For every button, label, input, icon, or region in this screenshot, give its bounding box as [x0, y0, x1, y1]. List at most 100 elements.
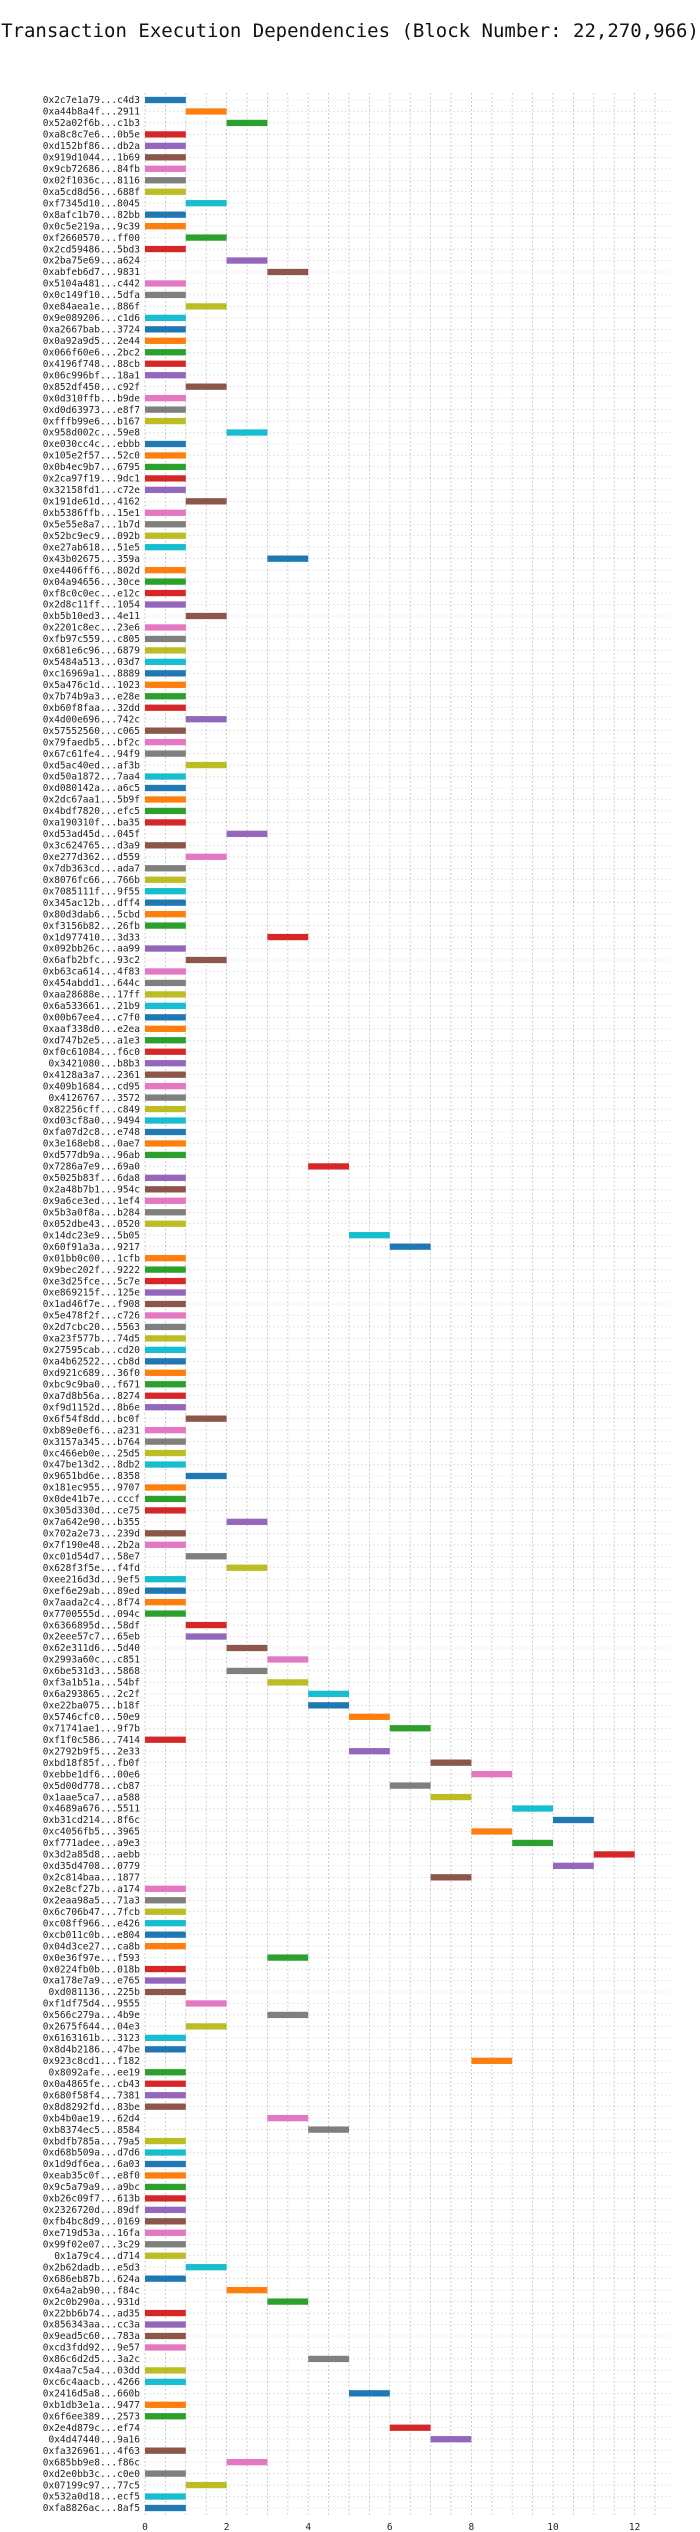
y-tick-label: 0xa178e7a9...e765: [43, 1976, 140, 1987]
y-tick-label: 0x702a2e73...239d: [43, 1529, 140, 1540]
bar: [145, 1094, 186, 1101]
bar: [145, 360, 186, 367]
y-tick-label: 0xeab35c0f...e8f0: [43, 2171, 141, 2182]
y-tick-label: 0x01bb0c00...1cfb: [43, 1253, 141, 1264]
bar: [349, 2390, 390, 2397]
y-tick-label: 0x22bb6b74...ad35: [43, 2308, 140, 2319]
y-tick-label: 0x092bb26c...aa99: [43, 944, 141, 955]
y-tick-label: 0x454abdd1...644c: [43, 978, 140, 989]
y-tick-label: 0x64a2ab90...f84c: [43, 2285, 140, 2296]
bar: [145, 2344, 186, 2351]
y-tick-label: 0x71741ae1...9f7b: [43, 1723, 141, 1734]
x-tick-label: 12: [629, 2522, 640, 2532]
y-tick-label: 0x2ba75e69...a624: [43, 256, 141, 267]
chart-title: Transaction Execution Dependencies (Bloc…: [1, 20, 699, 42]
bar: [145, 578, 186, 585]
y-tick-label: 0xd5ac40ed...af3b: [43, 760, 141, 771]
y-tick-label: 0xbd18f85f...fb0f: [43, 1758, 140, 1769]
y-tick-label: 0x2dc67aa1...5b9f: [43, 795, 140, 806]
y-tick-label: 0xd152bf86...db2a: [43, 141, 140, 152]
bar: [553, 1862, 594, 1870]
y-tick-label: 0x0de41b7e...cccf: [43, 1494, 140, 1505]
bar: [145, 991, 186, 998]
y-tick-label: 0x2c814baa...1877: [43, 1873, 140, 1884]
y-tick-label: 0x67c61fe4...94f9: [43, 749, 141, 760]
bar: [226, 429, 268, 436]
y-tick-label: 0x0a92a9d5...2e44: [43, 336, 141, 347]
y-tick-label: 0x685bb9e8...f86c: [43, 2457, 140, 2468]
y-tick-label: 0x4196f748...88cb: [43, 359, 141, 370]
y-tick-label: 0x0c5e219a...9c39: [43, 221, 141, 232]
y-tick-label: 0xa2667bab...3724: [43, 325, 141, 336]
y-tick-label: 0xb63ca614...4f83: [43, 967, 140, 978]
y-tick-label: 0x3421080...b8b3: [48, 1058, 140, 1069]
y-tick-label: 0x2eaa98a5...71a3: [43, 1895, 140, 1906]
bar: [389, 1782, 431, 1789]
y-tick-label: 0x7aada2c4...8f74: [43, 1597, 141, 1608]
y-tick-label: 0x2993a60c...c851: [43, 1655, 141, 1666]
y-tick-label: 0xf3156b82...26fb: [43, 921, 141, 932]
y-tick-label: 0x566c279a...4b9e: [43, 2010, 141, 2021]
y-tick-label: 0x9e089206...c1d6: [43, 313, 141, 324]
y-tick-label: 0xa190310f...ba35: [43, 818, 140, 829]
bar: [145, 337, 186, 344]
y-tick-label: 0xc16969a1...8889: [43, 669, 141, 680]
y-tick-label: 0x52bc9ec9...092b: [43, 531, 141, 542]
bar: [185, 853, 227, 860]
bar: [145, 819, 186, 826]
bar: [226, 1564, 268, 1571]
y-tick-label: 0xd080142a...a6c5: [43, 783, 140, 794]
y-tick-label: 0xe030cc4c...ebbb: [43, 439, 141, 450]
bar: [145, 1151, 186, 1159]
y-tick-label: 0x7700555d...094c: [43, 1609, 140, 1620]
bar: [145, 440, 186, 448]
bar: [145, 1495, 186, 1503]
bar: [145, 1346, 186, 1354]
y-tick-label: 0xfa8826ac...8af5: [43, 2503, 140, 2514]
bar: [145, 1484, 186, 1491]
bar: [145, 222, 186, 230]
bar: [145, 2137, 186, 2145]
y-tick-label: 0xf7345d10...8045: [43, 198, 140, 209]
bar: [145, 2504, 186, 2512]
y-tick-label: 0x0c149f10...5dfa: [43, 290, 140, 301]
bar: [145, 624, 186, 631]
bar: [145, 1507, 186, 1514]
y-tick-label: 0xebbe1df6...00e6: [43, 1769, 141, 1780]
bar: [430, 1759, 472, 1766]
y-tick-label: 0x6f6ee389...2573: [43, 2411, 140, 2422]
bar: [430, 1874, 472, 1881]
y-tick-label: 0xe27ab618...51e5: [43, 542, 140, 553]
y-tick-label: 0x105e2f57...52c0: [43, 451, 141, 462]
y-tick-label: 0x4128a3a7...2361: [43, 1070, 141, 1081]
y-tick-label: 0x2792b9f5...2e33: [43, 1746, 140, 1757]
y-tick-label: 0x5e478f2f...c726: [43, 1311, 141, 1322]
bar: [145, 1025, 186, 1032]
y-tick-label: 0x1d977410...3d33: [43, 932, 140, 943]
y-tick-label: 0xa44b8a4f...2911: [43, 107, 141, 118]
y-tick-label: 0x181ec955...9707: [43, 1483, 140, 1494]
y-tick-label: 0x9c5a79a9...a9bc: [43, 2182, 140, 2193]
y-tick-label: 0xe3d25fce...5c7e: [43, 1276, 141, 1287]
y-tick-label: 0xb31cd214...8f6c: [43, 1815, 140, 1826]
bar: [226, 119, 268, 127]
bar: [145, 1931, 186, 1938]
y-tick-label: 0x79faedb5...bf2c: [43, 737, 140, 748]
bar: [185, 1553, 227, 1560]
y-tick-label: 0x5e55e8a7...1b7d: [43, 519, 140, 530]
bar: [145, 2275, 186, 2282]
bar: [145, 566, 186, 574]
y-tick-label: 0x6f54f8dd...bc0f: [43, 1414, 140, 1425]
bar: [145, 1392, 186, 1399]
bar: [267, 1679, 309, 1686]
y-tick-label: 0x686eb87b...624a: [43, 2274, 140, 2285]
bar: [185, 761, 227, 769]
y-tick-label: 0xbc9c9ba0...f671: [43, 1379, 141, 1390]
bar: [185, 200, 227, 207]
y-tick-label: 0xc4056fb5...3965: [43, 1827, 140, 1838]
y-tick-label: 0xa23f577b...74d5: [43, 1334, 140, 1345]
y-tick-label: 0x8d4b2186...47be: [43, 2045, 141, 2056]
y-tick-label: 0x4bdf7820...efc5: [43, 806, 140, 817]
bar: [145, 2092, 186, 2099]
bar: [145, 1289, 186, 1296]
